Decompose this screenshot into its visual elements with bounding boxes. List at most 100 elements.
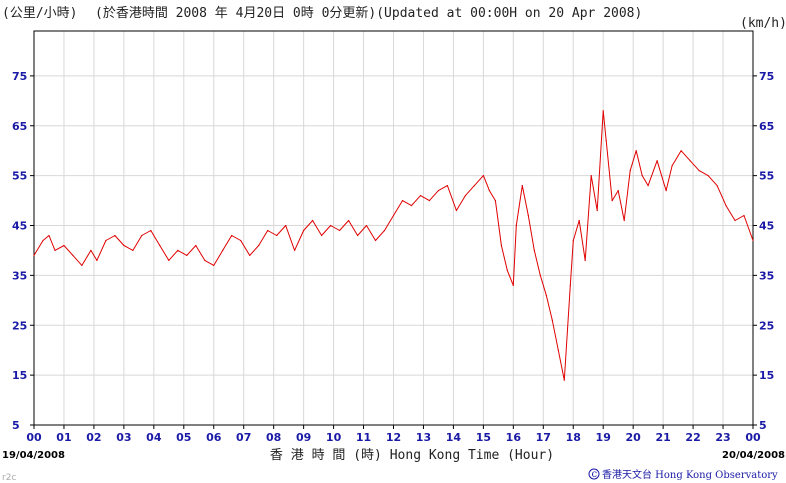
wind-speed-point (455, 209, 457, 212)
wind-speed-point (665, 190, 667, 192)
x-tick-label: 03 (116, 431, 131, 444)
wind-speed-point (500, 244, 502, 247)
wind-speed-point (303, 229, 305, 232)
credit-text: 香港天文台 Hong Kong Observatory (602, 468, 778, 481)
y-tick-label-left: 45 (12, 220, 27, 233)
wind-speed-point (752, 239, 754, 242)
y-tick-label-right: 25 (759, 319, 774, 332)
wind-speed-point (123, 244, 125, 247)
wind-speed-point (641, 175, 643, 177)
x-tick-label: 15 (476, 431, 491, 444)
wind-speed-point (330, 224, 332, 227)
wind-speed-point (569, 284, 571, 286)
copyright-mark: c (592, 469, 598, 480)
wind-speed-point (195, 244, 197, 247)
y-tick-label-left: 65 (12, 120, 27, 133)
wind-speed-point (401, 200, 404, 202)
wind-speed-point (590, 175, 592, 177)
wind-speed-point (578, 219, 580, 222)
y-tick-label-right: 45 (759, 220, 774, 233)
observatory-credit: c 香港天文台 Hong Kong Observatory (588, 468, 778, 481)
wind-speed-point (446, 185, 448, 187)
x-tick-label: 10 (326, 431, 342, 444)
date-start: 19/04/2008 (2, 450, 65, 461)
y-tick-label-left: 35 (12, 269, 27, 282)
wind-speed-point (428, 200, 430, 202)
wind-speed-point (365, 224, 368, 227)
corner-code: r2c (2, 473, 16, 483)
wind-speed-point (596, 209, 598, 212)
x-tick-label: 17 (536, 431, 551, 444)
x-tick-label: 12 (386, 431, 401, 444)
y-tick-label-left: 5 (12, 419, 20, 432)
wind-speed-point (294, 249, 296, 251)
wind-speed-point (258, 244, 260, 247)
x-tick-label: 21 (655, 431, 670, 444)
y-tick-label-left: 25 (12, 319, 27, 332)
wind-speed-point (512, 284, 514, 286)
wind-speed-point (482, 175, 484, 177)
wind-speed-point (249, 254, 251, 256)
x-ticks: 00 01 02 03 04 05 06 07 08 09 10 11 12 13 14 15 16 17 18 19… (26, 425, 761, 444)
x-tick-label: 20 (626, 431, 642, 444)
wind-speed-point (114, 234, 116, 237)
wind-speed-point (743, 214, 745, 217)
wind-speed-point (656, 160, 658, 162)
y-tick-label-right: 35 (759, 269, 774, 282)
x-tick-label: 23 (715, 431, 730, 444)
wind-speed-point (629, 170, 631, 172)
wind-speed-point (231, 234, 233, 237)
wind-speed-point (410, 205, 413, 207)
y-tick-label-left: 55 (12, 170, 27, 183)
wind-speed-point (680, 150, 682, 152)
y-tick-label-right: 15 (759, 369, 774, 382)
wind-speed-point (312, 219, 314, 222)
wind-speed-point (647, 185, 649, 187)
wind-speed-point (348, 219, 350, 222)
unit-left-label: (公里/小時) (2, 6, 77, 21)
wind-speed-point (105, 239, 107, 242)
wind-speed-point (563, 379, 565, 381)
wind-speed-point (90, 249, 92, 251)
wind-speed-point (419, 195, 422, 197)
x-tick-label: 07 (236, 431, 251, 444)
wind-speed-point (698, 170, 700, 172)
wind-speed-point (725, 205, 727, 207)
wind-speed-point (533, 249, 535, 251)
update-title: (於香港時間 2008 年 4月20日 0時 0分更新)(Updated at … (95, 5, 642, 21)
wind-speed-point (572, 239, 574, 242)
wind-speed-point (635, 150, 637, 152)
wind-speed-point (222, 249, 224, 251)
wind-speed-point (605, 140, 607, 142)
wind-speed-point (545, 294, 547, 296)
wind-speed-point (141, 234, 143, 237)
wind-speed-point (72, 254, 74, 256)
wind-speed-point (716, 185, 718, 187)
wind-speed-point (186, 254, 188, 256)
y-tick-label-right: 75 (759, 70, 774, 83)
data-series (33, 110, 754, 381)
wind-speed-point (494, 200, 496, 202)
wind-speed-point (557, 349, 559, 351)
wind-speed-point (707, 175, 709, 177)
wind-speed-point (392, 214, 395, 217)
x-tick-label: 14 (446, 431, 462, 444)
copyright-icon (588, 468, 600, 480)
y-tick-label-right: 65 (759, 120, 774, 133)
wind-speed-point (132, 249, 134, 251)
wind-speed-point (276, 234, 278, 237)
x-tick-label: 22 (685, 431, 700, 444)
wind-speed-point (321, 234, 323, 237)
x-tick-label: 00 (26, 431, 42, 444)
wind-speed-point (473, 185, 475, 187)
wind-speed-point (374, 239, 377, 242)
wind-speed-point (42, 239, 44, 242)
x-tick-label: 05 (176, 431, 191, 444)
date-end: 20/04/2008 (722, 450, 785, 461)
x-tick-label: 00 (745, 431, 761, 444)
wind-speed-point (81, 264, 83, 266)
x-tick-label: 18 (566, 431, 581, 444)
wind-speed-point (383, 229, 386, 232)
wind-speed-point (177, 249, 179, 251)
